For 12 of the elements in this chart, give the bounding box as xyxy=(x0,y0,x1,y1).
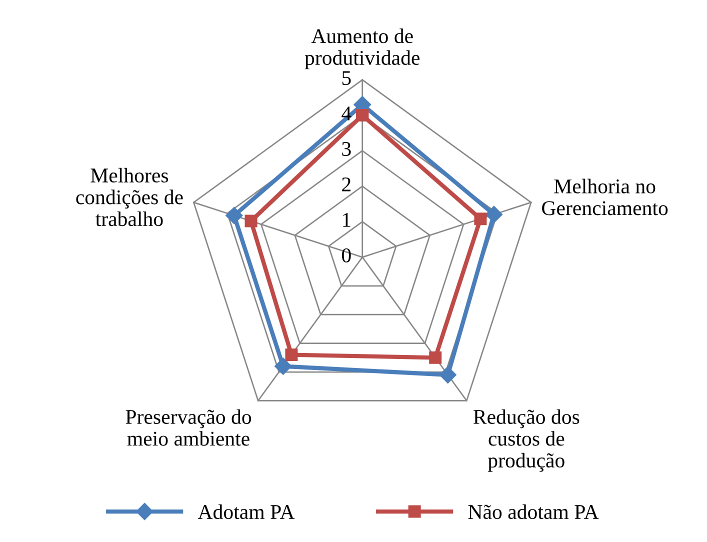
legend-label: Adotam PA xyxy=(198,504,295,520)
spoke-label: Melhoria no Gerenciamento xyxy=(542,178,668,216)
legend-label: Não adotam PA xyxy=(468,504,599,520)
spoke-label: Melhores condições de trabalho xyxy=(76,168,183,226)
y-tick-label: 5 xyxy=(342,71,351,86)
y-tick-label: 1 xyxy=(343,212,350,227)
y-tick-label: 0 xyxy=(342,248,351,262)
spoke-label: Preservação do meio ambiente xyxy=(126,409,252,446)
spoke-label: Redução dos custos de produção xyxy=(473,409,580,472)
spoke-label: Aumento de produtividade xyxy=(304,28,420,70)
y-tick-label: 2 xyxy=(342,177,350,192)
y-tick-label: 3 xyxy=(342,142,351,156)
